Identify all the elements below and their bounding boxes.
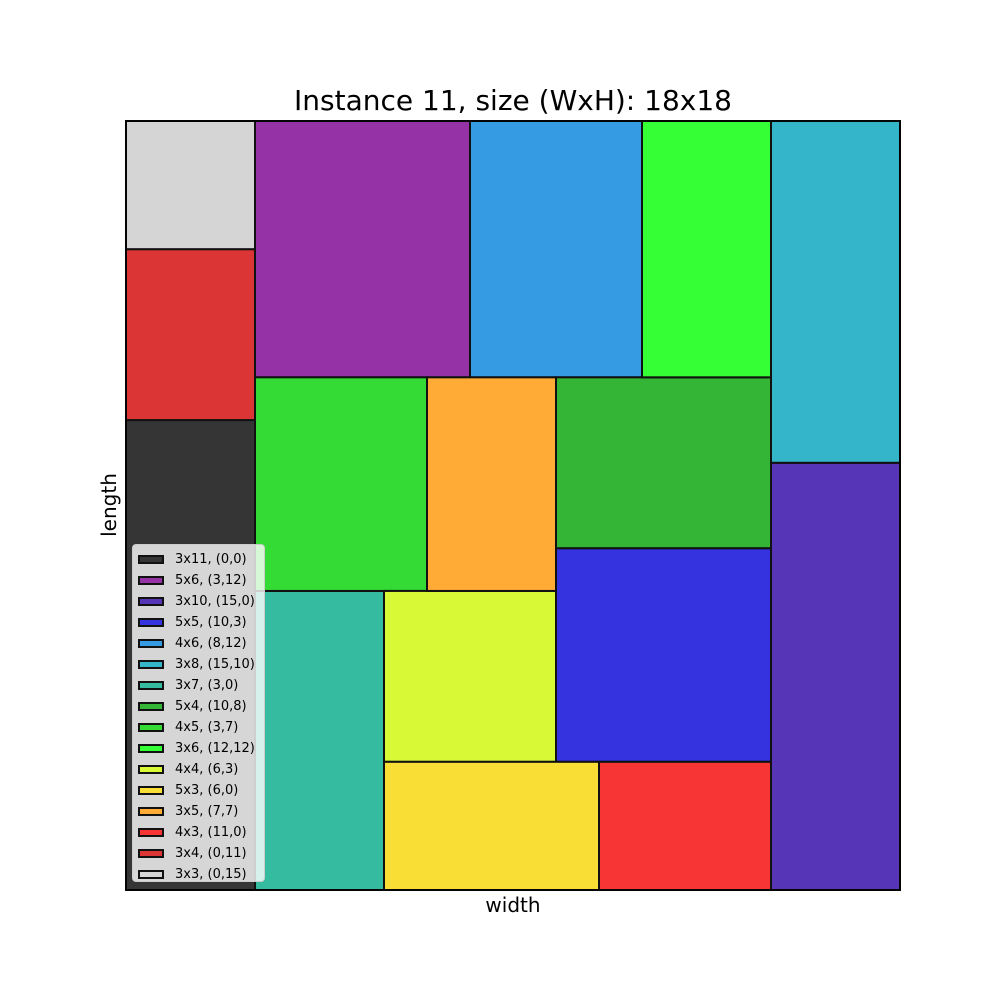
- legend-swatch: [138, 765, 164, 774]
- x-axis-label: width: [485, 893, 541, 917]
- legend-item: 4x5, (3,7): [138, 717, 264, 738]
- legend-swatch: [138, 849, 164, 858]
- legend-label: 5x5, (10,3): [175, 615, 247, 630]
- legend-item: 4x4, (6,3): [138, 759, 264, 780]
- legend-item: 5x3, (6,0): [138, 780, 264, 801]
- packed-rectangle-15: [125, 120, 256, 251]
- legend-label: 4x3, (11,0): [175, 825, 247, 840]
- legend-label: 3x7, (3,0): [175, 678, 239, 693]
- legend-label: 5x6, (3,12): [175, 573, 247, 588]
- chart-title: Instance 11, size (WxH): 18x18: [294, 84, 732, 117]
- packed-rectangle-12: [426, 376, 557, 592]
- legend-item: 5x6, (3,12): [138, 570, 264, 591]
- legend-swatch: [138, 702, 164, 711]
- packed-rectangle-3: [555, 547, 772, 763]
- legend-swatch: [138, 744, 164, 753]
- legend: 3x11, (0,0) 5x6, (3,12) 3x10, (15,0) 5x5, (…: [132, 544, 265, 882]
- legend-label: 3x6, (12,12): [175, 741, 255, 756]
- packed-rectangle-7: [555, 376, 772, 550]
- legend-swatch: [138, 681, 164, 690]
- legend-item: 3x5, (7,7): [138, 801, 264, 822]
- legend-label: 5x4, (10,8): [175, 699, 247, 714]
- legend-swatch: [138, 639, 164, 648]
- legend-label: 4x6, (8,12): [175, 636, 247, 651]
- legend-label: 3x8, (15,10): [175, 657, 255, 672]
- legend-label: 4x4, (6,3): [175, 762, 239, 777]
- legend-swatch: [138, 618, 164, 627]
- legend-item: 3x4, (0,11): [138, 843, 264, 864]
- legend-item: 3x8, (15,10): [138, 654, 264, 675]
- packed-rectangle-5: [770, 120, 901, 464]
- packed-rectangle-11: [383, 760, 600, 892]
- legend-label: 5x3, (6,0): [175, 783, 239, 798]
- packed-rectangle-10: [383, 589, 557, 763]
- legend-item: 4x3, (11,0): [138, 822, 264, 843]
- legend-item: 4x6, (8,12): [138, 633, 264, 654]
- legend-label: 3x5, (7,7): [175, 804, 239, 819]
- legend-item: 3x11, (0,0): [138, 549, 264, 570]
- legend-swatch: [138, 660, 164, 669]
- legend-item: 3x3, (0,15): [138, 864, 264, 885]
- legend-swatch: [138, 597, 164, 606]
- legend-label: 3x10, (15,0): [175, 594, 255, 609]
- legend-swatch: [138, 870, 164, 879]
- legend-item: 5x5, (10,3): [138, 612, 264, 633]
- legend-swatch: [138, 555, 164, 564]
- legend-label: 3x3, (0,15): [175, 867, 247, 882]
- plot-frame: [125, 120, 901, 891]
- rectangles-layer: [125, 120, 901, 892]
- legend-label: 3x4, (0,11): [175, 846, 247, 861]
- packed-rectangle-9: [641, 120, 772, 379]
- legend-item: 5x4, (10,8): [138, 696, 264, 717]
- legend-swatch: [138, 828, 164, 837]
- legend-item: 3x7, (3,0): [138, 675, 264, 696]
- legend-swatch: [138, 576, 164, 585]
- legend-swatch: [138, 786, 164, 795]
- packed-rectangle-1: [254, 120, 471, 379]
- packed-rectangle-14: [125, 248, 256, 422]
- legend-swatch: [138, 807, 164, 816]
- packed-rectangle-4: [469, 120, 643, 379]
- packed-rectangle-13: [598, 760, 772, 892]
- legend-swatch: [138, 723, 164, 732]
- legend-item: 3x6, (12,12): [138, 738, 264, 759]
- y-axis-label: length: [97, 473, 121, 537]
- packed-rectangle-6: [254, 589, 385, 891]
- legend-item: 3x10, (15,0): [138, 591, 264, 612]
- legend-label: 3x11, (0,0): [175, 552, 247, 567]
- packed-rectangle-8: [254, 376, 428, 592]
- legend-label: 4x5, (3,7): [175, 720, 239, 735]
- packed-rectangle-2: [770, 461, 901, 891]
